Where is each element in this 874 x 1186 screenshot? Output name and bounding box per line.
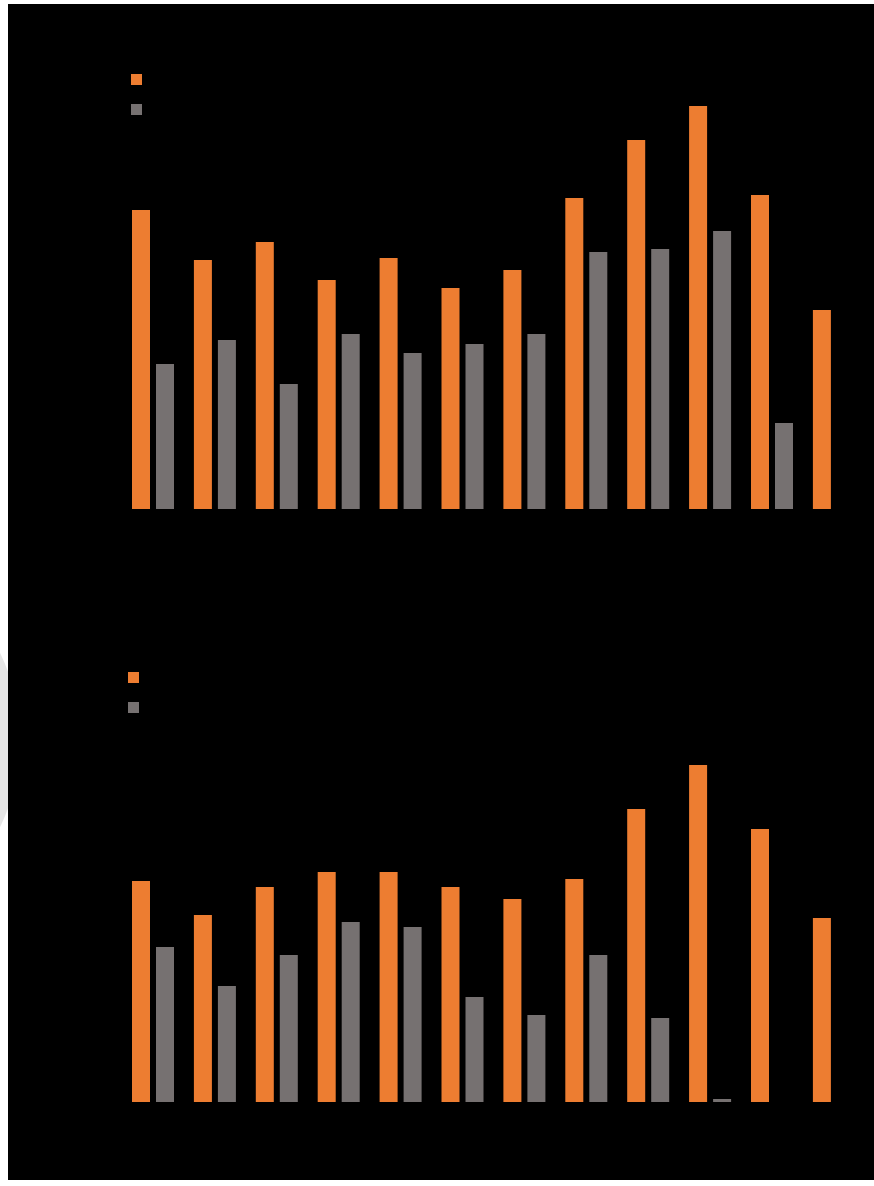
bar-series1-5 xyxy=(379,258,398,509)
bar-series2-2 xyxy=(217,340,236,509)
bar-series1-6 xyxy=(441,288,460,509)
bar-series2-6 xyxy=(465,344,484,509)
bar-series2-5 xyxy=(403,353,422,509)
bar-series2-10 xyxy=(713,1099,732,1102)
bar-series2-9 xyxy=(651,1018,670,1102)
bar-series2-4 xyxy=(341,922,360,1102)
chart-panel xyxy=(8,4,874,1180)
bar-series2-4 xyxy=(341,334,360,509)
bar-series1-12 xyxy=(812,310,831,509)
bar-series1-7 xyxy=(503,270,522,509)
bar-series1-3 xyxy=(255,887,274,1102)
bar-series1-11 xyxy=(751,195,769,509)
bar-series1-11 xyxy=(751,829,769,1102)
bar-chart-bottom xyxy=(128,672,831,1102)
bar-series1-4 xyxy=(317,280,336,509)
bar-series1-5 xyxy=(379,872,398,1102)
bar-series1-8 xyxy=(565,879,584,1102)
bar-series2-2 xyxy=(217,986,236,1102)
bar-series2-8 xyxy=(589,252,608,509)
legend-swatch-1 xyxy=(128,672,139,683)
bar-series1-8 xyxy=(565,198,584,509)
bar-series2-7 xyxy=(527,334,546,509)
bar-series2-1 xyxy=(156,364,174,509)
bar-series2-3 xyxy=(279,955,298,1102)
bar-series1-9 xyxy=(627,140,646,509)
legend-swatch-2 xyxy=(131,104,142,115)
bar-series2-7 xyxy=(527,1015,546,1102)
bar-series1-3 xyxy=(255,242,274,509)
legend-swatch-1 xyxy=(131,74,142,85)
bar-series2-8 xyxy=(589,955,608,1102)
bar-chart-top xyxy=(131,74,831,509)
bar-series1-2 xyxy=(193,915,212,1102)
bar-series2-6 xyxy=(465,997,484,1102)
bar-series1-2 xyxy=(193,260,212,509)
bar-series1-1 xyxy=(132,881,150,1102)
bar-series1-7 xyxy=(503,899,522,1102)
bar-series1-10 xyxy=(689,765,708,1102)
bar-series1-9 xyxy=(627,809,646,1102)
bar-series1-4 xyxy=(317,872,336,1102)
bar-series2-5 xyxy=(403,927,422,1102)
bar-series1-6 xyxy=(441,887,460,1102)
bar-series2-3 xyxy=(279,384,298,509)
legend-swatch-2 xyxy=(128,702,139,713)
bar-series1-10 xyxy=(689,106,708,509)
bar-series2-10 xyxy=(713,231,732,509)
bar-series2-1 xyxy=(156,947,174,1102)
bar-series1-12 xyxy=(812,918,831,1102)
bar-series2-9 xyxy=(651,249,670,509)
bar-series1-1 xyxy=(132,210,150,509)
bar-series2-11 xyxy=(775,423,793,509)
